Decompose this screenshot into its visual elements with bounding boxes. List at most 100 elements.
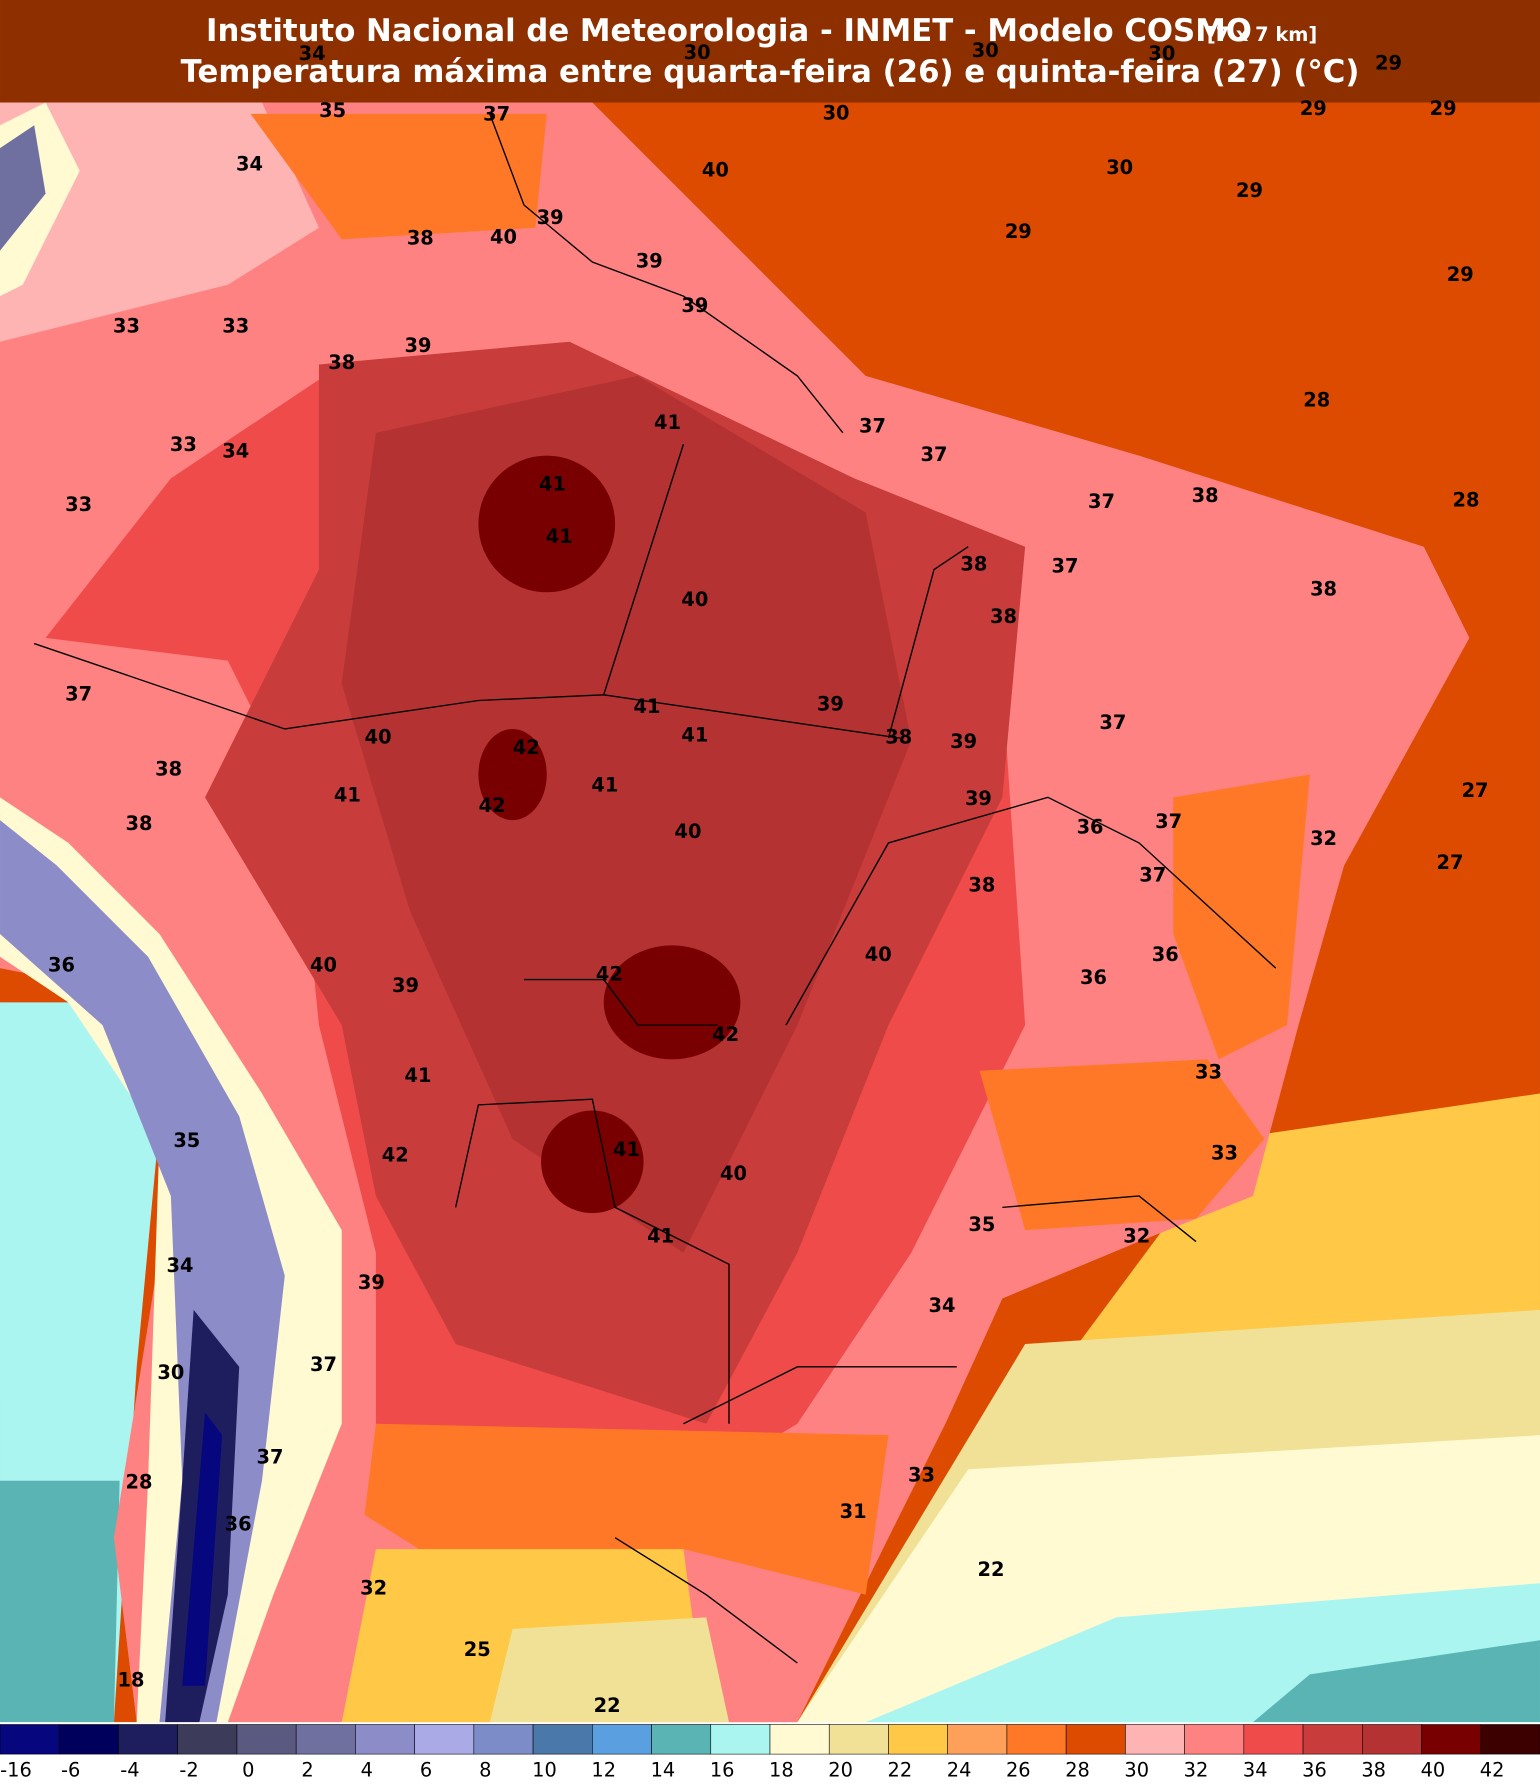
temperature-label: 33 [222,314,249,337]
temperature-label: 28 [126,1471,153,1494]
title-bar [0,0,1540,103]
temperature-label: 42 [513,736,540,759]
temperature-label: 38 [1310,578,1337,601]
colorbar-tick-label: 36 [1302,1759,1327,1782]
colorbar-swatch [177,1724,238,1755]
temperature-label: 41 [591,773,618,796]
colorbar-tick-label: 6 [420,1759,432,1782]
temperature-label: 42 [596,963,623,986]
colorbar-tick-label: 24 [947,1759,972,1782]
temperature-label: 31 [840,1500,867,1523]
colorbar-swatch [828,1724,889,1755]
colorbar-swatch [1302,1724,1363,1755]
colorbar-swatch [769,1724,830,1755]
colorbar-tick-label: -16 [0,1759,32,1782]
colorbar-tick-label: 16 [710,1759,735,1782]
temperature-label: 25 [464,1638,491,1661]
temperature-label: 41 [647,1224,674,1247]
temperature-label: 39 [681,294,708,317]
temperature-label: 40 [681,588,708,611]
colorbar-swatch [118,1724,178,1755]
temperature-label: 38 [1192,484,1219,507]
colorbar-swatch [1006,1724,1067,1755]
title: Instituto Nacional de Meteorologia - INM… [206,13,1252,49]
colorbar-tick-label: -6 [61,1759,80,1782]
temperature-label: 37 [1155,810,1182,833]
temperature-label: 34 [929,1294,956,1317]
temperature-label: 41 [613,1138,640,1161]
temperature-label: 35 [968,1213,995,1236]
temperature-label: 30 [684,41,711,64]
temperature-label: 38 [960,552,987,575]
temperature-label: 39 [950,730,977,753]
colorbar-tick-label: 32 [1184,1759,1209,1782]
colorbar-tick-label: 10 [532,1759,557,1782]
temperature-label: 34 [236,153,263,176]
colorbar-swatch [1125,1724,1185,1755]
colorbar-tick-label: 22 [888,1759,913,1782]
temperature-label: 40 [865,943,892,966]
temperature-label: 28 [1303,388,1330,411]
temperature-label: 38 [328,351,355,374]
temperature-label: 37 [483,103,510,126]
temperature-label: 33 [65,493,92,516]
colorbar-tick-label: -2 [179,1759,198,1782]
temperature-label: 37 [256,1445,283,1468]
temperature-label: 34 [222,440,249,463]
temperature-label: 38 [126,812,153,835]
colorbar-tick-label: 8 [479,1759,491,1782]
colorbar-swatch [473,1724,534,1755]
temperature-label: 37 [859,415,886,438]
colorbar-tick-label: 30 [1124,1759,1149,1782]
colorbar-swatch [0,1724,60,1755]
temperature-label: 28 [1452,489,1479,512]
resolution: [7 x 7 km] [1207,23,1317,46]
temperature-label: 29 [1300,97,1327,120]
colorbar-swatch [1480,1724,1540,1755]
temperature-label: 33 [1211,1141,1238,1164]
colorbar-swatch [1065,1724,1126,1755]
temperature-label: 40 [490,226,517,249]
temperature-label: 32 [1123,1224,1150,1247]
colorbar-tick-label: 38 [1361,1759,1386,1782]
temperature-label: 30 [972,39,999,62]
temperature-label: 29 [1005,220,1032,243]
temperature-label: 38 [155,757,182,780]
map-background [0,0,1540,1723]
temperature-label: 41 [405,1064,432,1087]
colorbar-swatch [295,1724,356,1755]
temperature-label: 34 [167,1254,194,1277]
colorbar-swatch [355,1724,415,1755]
temperature-label: 37 [921,443,948,466]
temperature-label: 37 [1139,863,1166,886]
temperature-label: 36 [1080,966,1107,989]
temperature-label: 37 [1088,490,1115,513]
temperature-label: 34 [299,42,326,65]
temperature-label: 37 [310,1353,337,1376]
temperature-label: 29 [1430,97,1457,120]
temperature-label: 42 [712,1023,739,1046]
colorbar-tick-label: 40 [1421,1759,1446,1782]
colorbar-swatch [947,1724,1008,1755]
temperature-label: 40 [365,726,392,749]
temperature-label: 38 [990,605,1017,628]
temperature-label: 29 [1447,263,1474,286]
temperature-label: 29 [1236,179,1263,202]
colorbar-tick-label: 28 [1065,1759,1090,1782]
temperature-label: 39 [965,787,992,810]
temperature-label: 32 [1310,827,1337,850]
temperature-label: 39 [392,974,419,997]
temperature-label: 40 [720,1162,747,1185]
temperature-label: 33 [908,1464,935,1487]
colorbar-swatch [1184,1724,1245,1755]
temperature-label: 42 [479,794,506,817]
colorbar-swatch [1362,1724,1422,1755]
temperature-label: 39 [537,206,564,229]
colorbar-swatch [1421,1724,1482,1755]
colorbar-swatch [592,1724,652,1755]
temperature-label: 39 [636,249,663,272]
temperature-label: 35 [173,1129,200,1152]
colorbar-swatch [651,1724,712,1755]
temperature-label: 40 [702,158,729,181]
